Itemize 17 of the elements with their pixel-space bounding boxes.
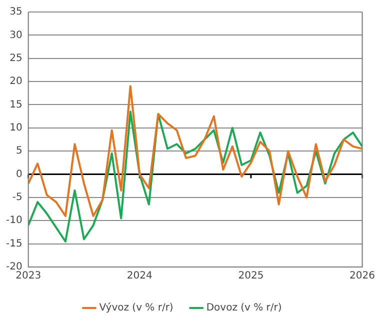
y-tick-label: 10	[10, 122, 22, 134]
y-tick-label: -5	[12, 192, 22, 204]
y-tick-label: 0	[16, 168, 22, 180]
legend-label: Vývoz (v % r/r)	[99, 302, 174, 314]
y-tick-label: 20	[10, 76, 22, 88]
x-tick-label: 2026	[350, 270, 375, 282]
y-tick-label: 15	[10, 99, 22, 110]
x-tick-label: 2023	[16, 270, 42, 282]
y-tick-label: -15	[6, 238, 22, 250]
y-tick-label: -10	[6, 215, 22, 226]
x-tick-label: 2024	[126, 270, 152, 282]
y-tick-label: 25	[10, 52, 22, 64]
x-tick-label: 2025	[238, 270, 264, 282]
y-tick-label: 35	[10, 6, 22, 18]
y-tick-label: 30	[10, 30, 22, 41]
legend-label: Dovoz (v % r/r)	[206, 302, 282, 314]
y-tick-label: 5	[16, 146, 22, 157]
